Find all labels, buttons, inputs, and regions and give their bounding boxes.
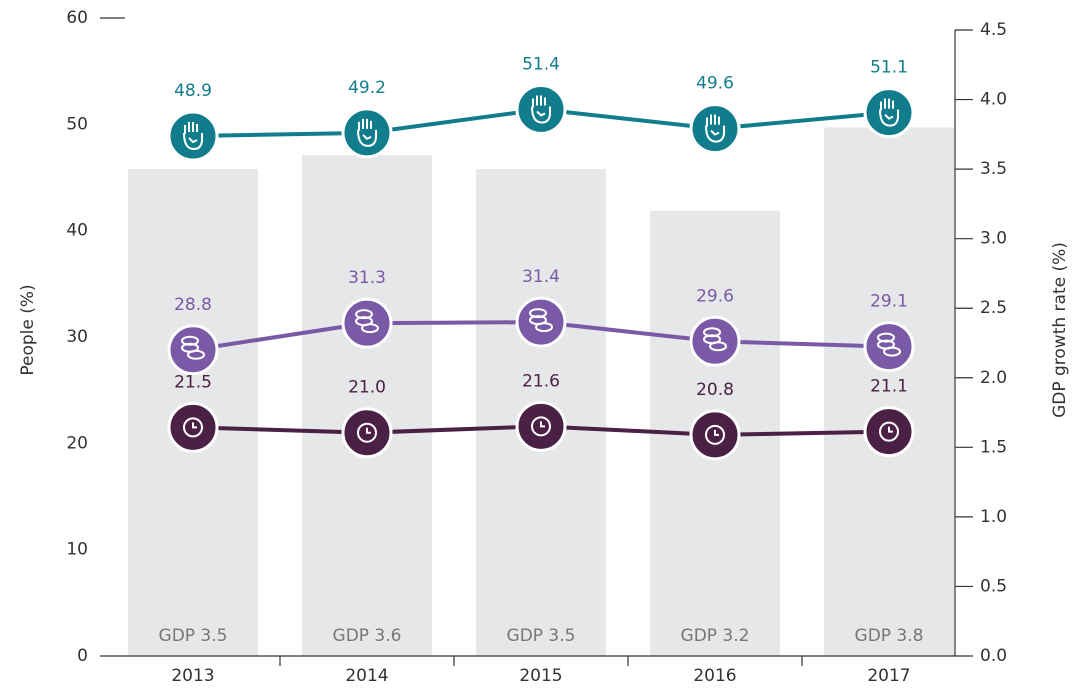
marker-group	[167, 324, 219, 376]
data-label: 28.8	[174, 295, 212, 315]
y2-tick-label: 0.0	[980, 646, 1007, 666]
coin-icon	[361, 323, 379, 334]
clock-icon	[879, 421, 899, 442]
data-label: 20.8	[696, 380, 734, 400]
data-label: 21.1	[870, 377, 908, 397]
y-tick-label: 60	[66, 8, 88, 28]
marker-group	[689, 103, 741, 155]
bar-label: GDP 3.6	[333, 626, 402, 646]
y2-tick-label: 3.0	[980, 229, 1007, 249]
marker	[863, 87, 915, 139]
data-label: 21.0	[348, 378, 386, 398]
data-label: 49.2	[348, 78, 386, 98]
clock-icon	[531, 416, 551, 437]
marker	[689, 103, 741, 155]
marker	[167, 324, 219, 376]
marker-group	[515, 400, 567, 452]
y-tick-label: 30	[66, 327, 88, 347]
y2-tick-label: 0.5	[980, 576, 1007, 596]
y2-tick-label: 1.0	[980, 507, 1007, 527]
data-label: 21.5	[174, 372, 212, 392]
y2-tick-label: 2.5	[980, 298, 1007, 318]
y-tick-label: 50	[66, 114, 88, 134]
marker	[515, 83, 567, 135]
hand-icon	[357, 118, 377, 147]
clock-icon	[705, 424, 725, 445]
hand-icon	[183, 122, 203, 151]
coin-icon	[883, 346, 901, 357]
bar-label: GDP 3.5	[159, 626, 228, 646]
marker-group	[167, 401, 219, 453]
marker-group	[689, 315, 741, 367]
bar	[302, 155, 432, 656]
y2-axis-label: GDP growth rate (%)	[1050, 242, 1070, 418]
y-tick-label: 40	[66, 221, 88, 241]
y2-tick-label: 2.0	[980, 368, 1007, 388]
hand-icon	[879, 98, 899, 127]
y2-tick-label: 4.5	[980, 20, 1007, 40]
marker	[515, 296, 567, 348]
clock-icon	[357, 422, 377, 443]
x-tick-label: 2013	[171, 666, 214, 686]
marker-group	[341, 407, 393, 459]
bar-label: GDP 3.2	[681, 626, 750, 646]
hand-icon	[705, 114, 725, 143]
y-axis-label: People (%)	[18, 284, 38, 375]
clock-hands	[540, 421, 545, 428]
clock-hands	[192, 422, 197, 429]
marker	[863, 321, 915, 373]
marker	[341, 107, 393, 159]
marker-group	[515, 296, 567, 348]
y2-tick-label: 1.5	[980, 437, 1007, 457]
marker	[689, 315, 741, 367]
data-label: 29.1	[870, 292, 908, 312]
clock-hands	[888, 426, 893, 433]
coin-icon	[187, 349, 205, 360]
data-label: 29.6	[696, 286, 734, 306]
bar-label: GDP 3.8	[855, 626, 924, 646]
y-tick-label: 10	[66, 540, 88, 560]
marker-group	[863, 321, 915, 373]
marker	[341, 297, 393, 349]
data-label: 48.9	[174, 81, 212, 101]
data-label: 21.6	[522, 371, 560, 391]
data-label: 31.3	[348, 268, 386, 288]
marker-group	[515, 83, 567, 135]
coin-icon	[709, 341, 727, 352]
x-tick-label: 2015	[519, 666, 562, 686]
marker-group	[863, 87, 915, 139]
marker-group	[341, 297, 393, 349]
data-label: 31.4	[522, 267, 560, 287]
clock-hands	[366, 427, 371, 434]
data-label: 51.4	[522, 54, 560, 74]
y2-tick-label: 4.0	[980, 90, 1007, 110]
y-tick-label: 0	[77, 646, 88, 666]
coin-icon	[535, 322, 553, 333]
bar	[824, 127, 954, 656]
x-tick-label: 2014	[345, 666, 388, 686]
data-label: 51.1	[870, 58, 908, 78]
marker-group	[863, 406, 915, 458]
marker-group	[689, 409, 741, 461]
marker-group	[341, 107, 393, 159]
bar-label: GDP 3.5	[507, 626, 576, 646]
marker-group	[167, 110, 219, 162]
clock-icon	[183, 417, 203, 438]
data-label: 49.6	[696, 74, 734, 94]
marker	[167, 110, 219, 162]
x-tick-label: 2016	[693, 666, 736, 686]
y2-tick-label: 3.5	[980, 159, 1007, 179]
clock-hands	[714, 429, 719, 436]
hand-icon	[531, 95, 551, 124]
x-tick-label: 2017	[867, 666, 910, 686]
y-tick-label: 20	[66, 433, 88, 453]
